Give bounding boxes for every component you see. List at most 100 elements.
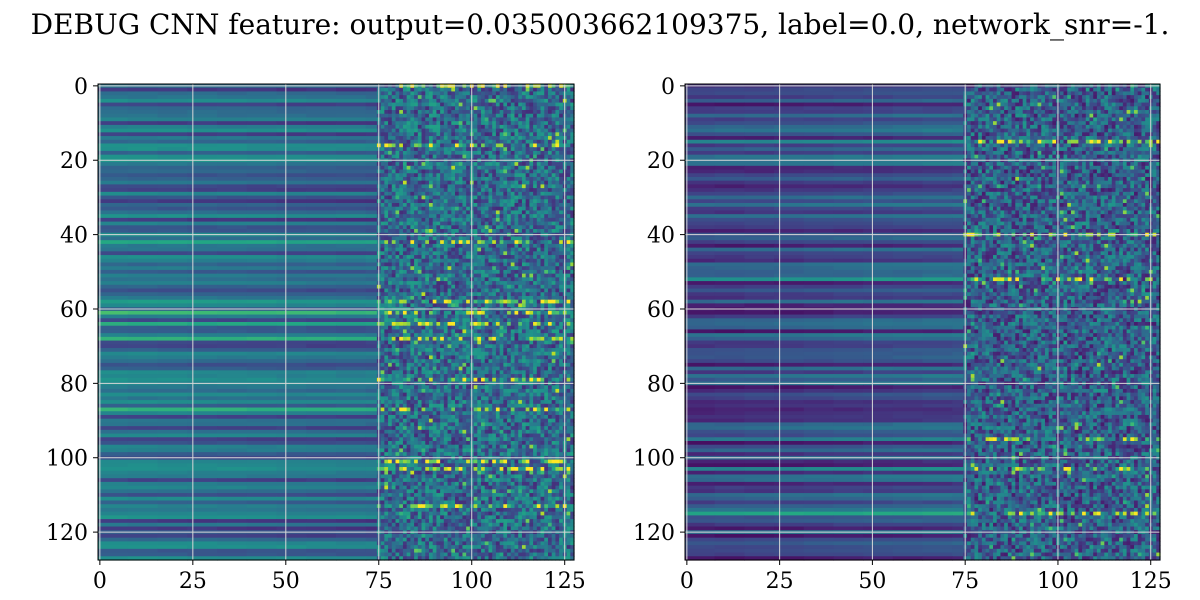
heatmap-cell	[536, 117, 542, 122]
heatmap-cell	[391, 113, 397, 119]
heatmap-row-segment	[157, 188, 188, 193]
heatmap-cell	[417, 217, 423, 223]
heatmap-cell	[481, 143, 486, 148]
heatmap-cell	[425, 124, 430, 130]
heatmap-row-segment	[246, 325, 278, 331]
heatmap-cell	[566, 258, 571, 264]
heatmap-cell	[395, 310, 400, 316]
heatmap-cell	[499, 191, 504, 197]
heatmap-cell	[484, 303, 490, 308]
heatmap-cell	[406, 247, 411, 252]
heatmap-cell	[566, 95, 571, 100]
heatmap-cell	[380, 229, 385, 234]
heatmap-cell	[566, 106, 571, 111]
heatmap-cell	[462, 251, 467, 256]
heatmap-cell	[518, 217, 523, 223]
heatmap-row-segment	[306, 262, 337, 267]
heatmap-row-segment	[365, 299, 378, 305]
heatmap-cell	[510, 277, 516, 282]
heatmap-cell	[384, 247, 389, 252]
heatmap-cell	[466, 340, 471, 345]
heatmap-cell	[533, 217, 538, 223]
heatmap-cell	[488, 154, 493, 159]
heatmap-row-segment	[246, 255, 278, 260]
heatmap-cell	[510, 340, 516, 345]
heatmap-cell	[440, 91, 445, 96]
heatmap-cell	[503, 292, 508, 297]
heatmap-cell	[495, 188, 501, 193]
heatmap-cell	[533, 162, 538, 167]
heatmap-cell	[529, 143, 534, 148]
heatmap-cell	[533, 318, 538, 323]
heatmap-cell	[518, 221, 523, 226]
heatmap-cell	[443, 210, 449, 215]
heatmap-cell	[529, 128, 534, 133]
heatmap-cell	[540, 333, 545, 338]
heatmap-cell	[547, 322, 553, 327]
heatmap-cell	[417, 318, 423, 323]
heatmap-row-segment	[246, 195, 278, 200]
heatmap-row-segment	[336, 143, 367, 148]
heatmap-row-segment	[276, 351, 307, 357]
heatmap-cell	[380, 329, 385, 334]
heatmap-row-segment	[306, 333, 337, 338]
heatmap-cell	[507, 266, 512, 271]
heatmap-cell	[525, 214, 530, 219]
heatmap-cell	[391, 359, 397, 364]
heatmap-cell	[484, 336, 490, 342]
heatmap-cell	[518, 288, 523, 293]
heatmap-cell	[551, 106, 557, 111]
heatmap-cell	[570, 359, 575, 364]
heatmap-cell	[477, 221, 482, 226]
heatmap-cell	[458, 325, 464, 331]
heatmap-cell	[455, 87, 460, 93]
heatmap-cell	[455, 243, 460, 249]
heatmap-cell	[495, 359, 501, 364]
heatmap-cell	[547, 203, 553, 208]
heatmap-cell	[536, 102, 542, 107]
heatmap-row-segment	[336, 117, 367, 122]
heatmap-cell	[399, 98, 404, 104]
heatmap-cell	[514, 374, 519, 379]
heatmap-cell	[544, 251, 549, 256]
heatmap-cell	[525, 292, 530, 297]
heatmap-row-segment	[127, 191, 159, 197]
heatmap-row-segment	[217, 95, 248, 100]
heatmap-cell	[536, 351, 542, 357]
heatmap-cell	[566, 340, 571, 345]
heatmap-cell	[443, 325, 449, 331]
heatmap-row-segment	[187, 284, 218, 290]
heatmap-cell	[399, 344, 404, 349]
heatmap-cell	[428, 314, 434, 319]
heatmap-cell	[518, 277, 523, 282]
heatmap-row-segment	[98, 348, 129, 353]
heatmap-cell	[514, 188, 519, 193]
heatmap-cell	[399, 374, 404, 379]
heatmap-cell	[547, 143, 553, 148]
heatmap-cell	[436, 91, 441, 96]
heatmap-cell	[399, 288, 404, 293]
heatmap-cell	[525, 154, 530, 159]
heatmap-cell	[481, 184, 486, 189]
heatmap-cell	[406, 95, 411, 100]
heatmap-cell	[451, 162, 456, 167]
heatmap-cell	[447, 359, 452, 364]
heatmap-cell	[380, 359, 385, 364]
heatmap-cell	[388, 322, 393, 327]
heatmap-row-segment	[246, 269, 278, 275]
heatmap-cell	[410, 284, 415, 290]
heatmap-cell	[510, 322, 516, 327]
heatmap-cell	[440, 165, 445, 171]
heatmap-cell	[436, 240, 441, 245]
heatmap-row-segment	[246, 322, 278, 327]
heatmap-cell	[481, 303, 486, 308]
heatmap-cell	[455, 240, 460, 245]
heatmap-cell	[533, 295, 538, 301]
heatmap-cell	[492, 173, 497, 178]
heatmap-cell	[458, 128, 464, 133]
heatmap-row-segment	[365, 102, 378, 107]
heatmap-cell	[507, 191, 512, 197]
heatmap-cell	[466, 113, 471, 119]
heatmap-cell	[555, 210, 560, 215]
heatmap-cell	[406, 139, 411, 145]
